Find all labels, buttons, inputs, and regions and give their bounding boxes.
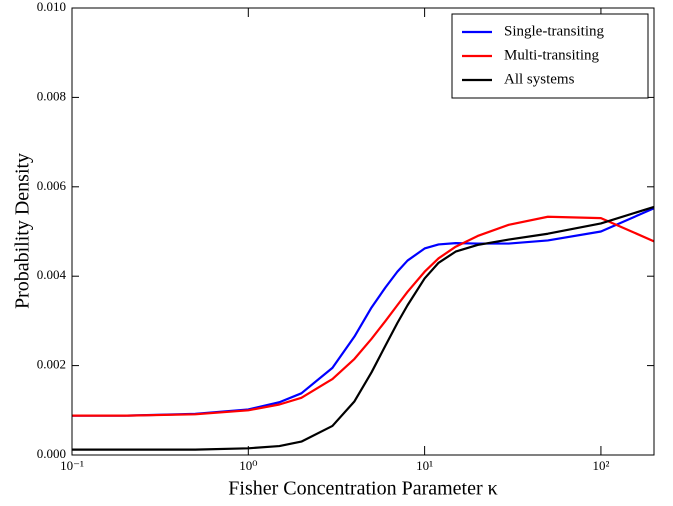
legend-label: All systems	[504, 71, 575, 87]
series-line	[72, 205, 655, 451]
series-line	[72, 215, 655, 417]
y-tick-label: 0.006	[37, 178, 67, 193]
x-tick-label: 10²	[592, 458, 609, 473]
y-tick-label: 0.000	[37, 446, 66, 461]
series-line	[72, 207, 655, 417]
y-tick-label: 0.002	[37, 357, 66, 372]
x-tick-label: 10⁻¹	[60, 458, 84, 473]
y-tick-label: 0.004	[37, 267, 67, 282]
y-tick-label: 0.008	[37, 88, 66, 103]
legend-label: Multi-transiting	[504, 47, 599, 63]
x-tick-label: 10⁰	[239, 458, 257, 473]
x-axis-title: Fisher Concentration Parameter κ	[228, 478, 497, 500]
x-tick-label: 10¹	[416, 458, 433, 473]
y-axis-title: Probability Density	[12, 153, 34, 309]
plot-frame	[71, 7, 655, 456]
y-tick-label: 0.010	[37, 0, 66, 14]
legend-label: Single-transiting	[504, 23, 604, 39]
